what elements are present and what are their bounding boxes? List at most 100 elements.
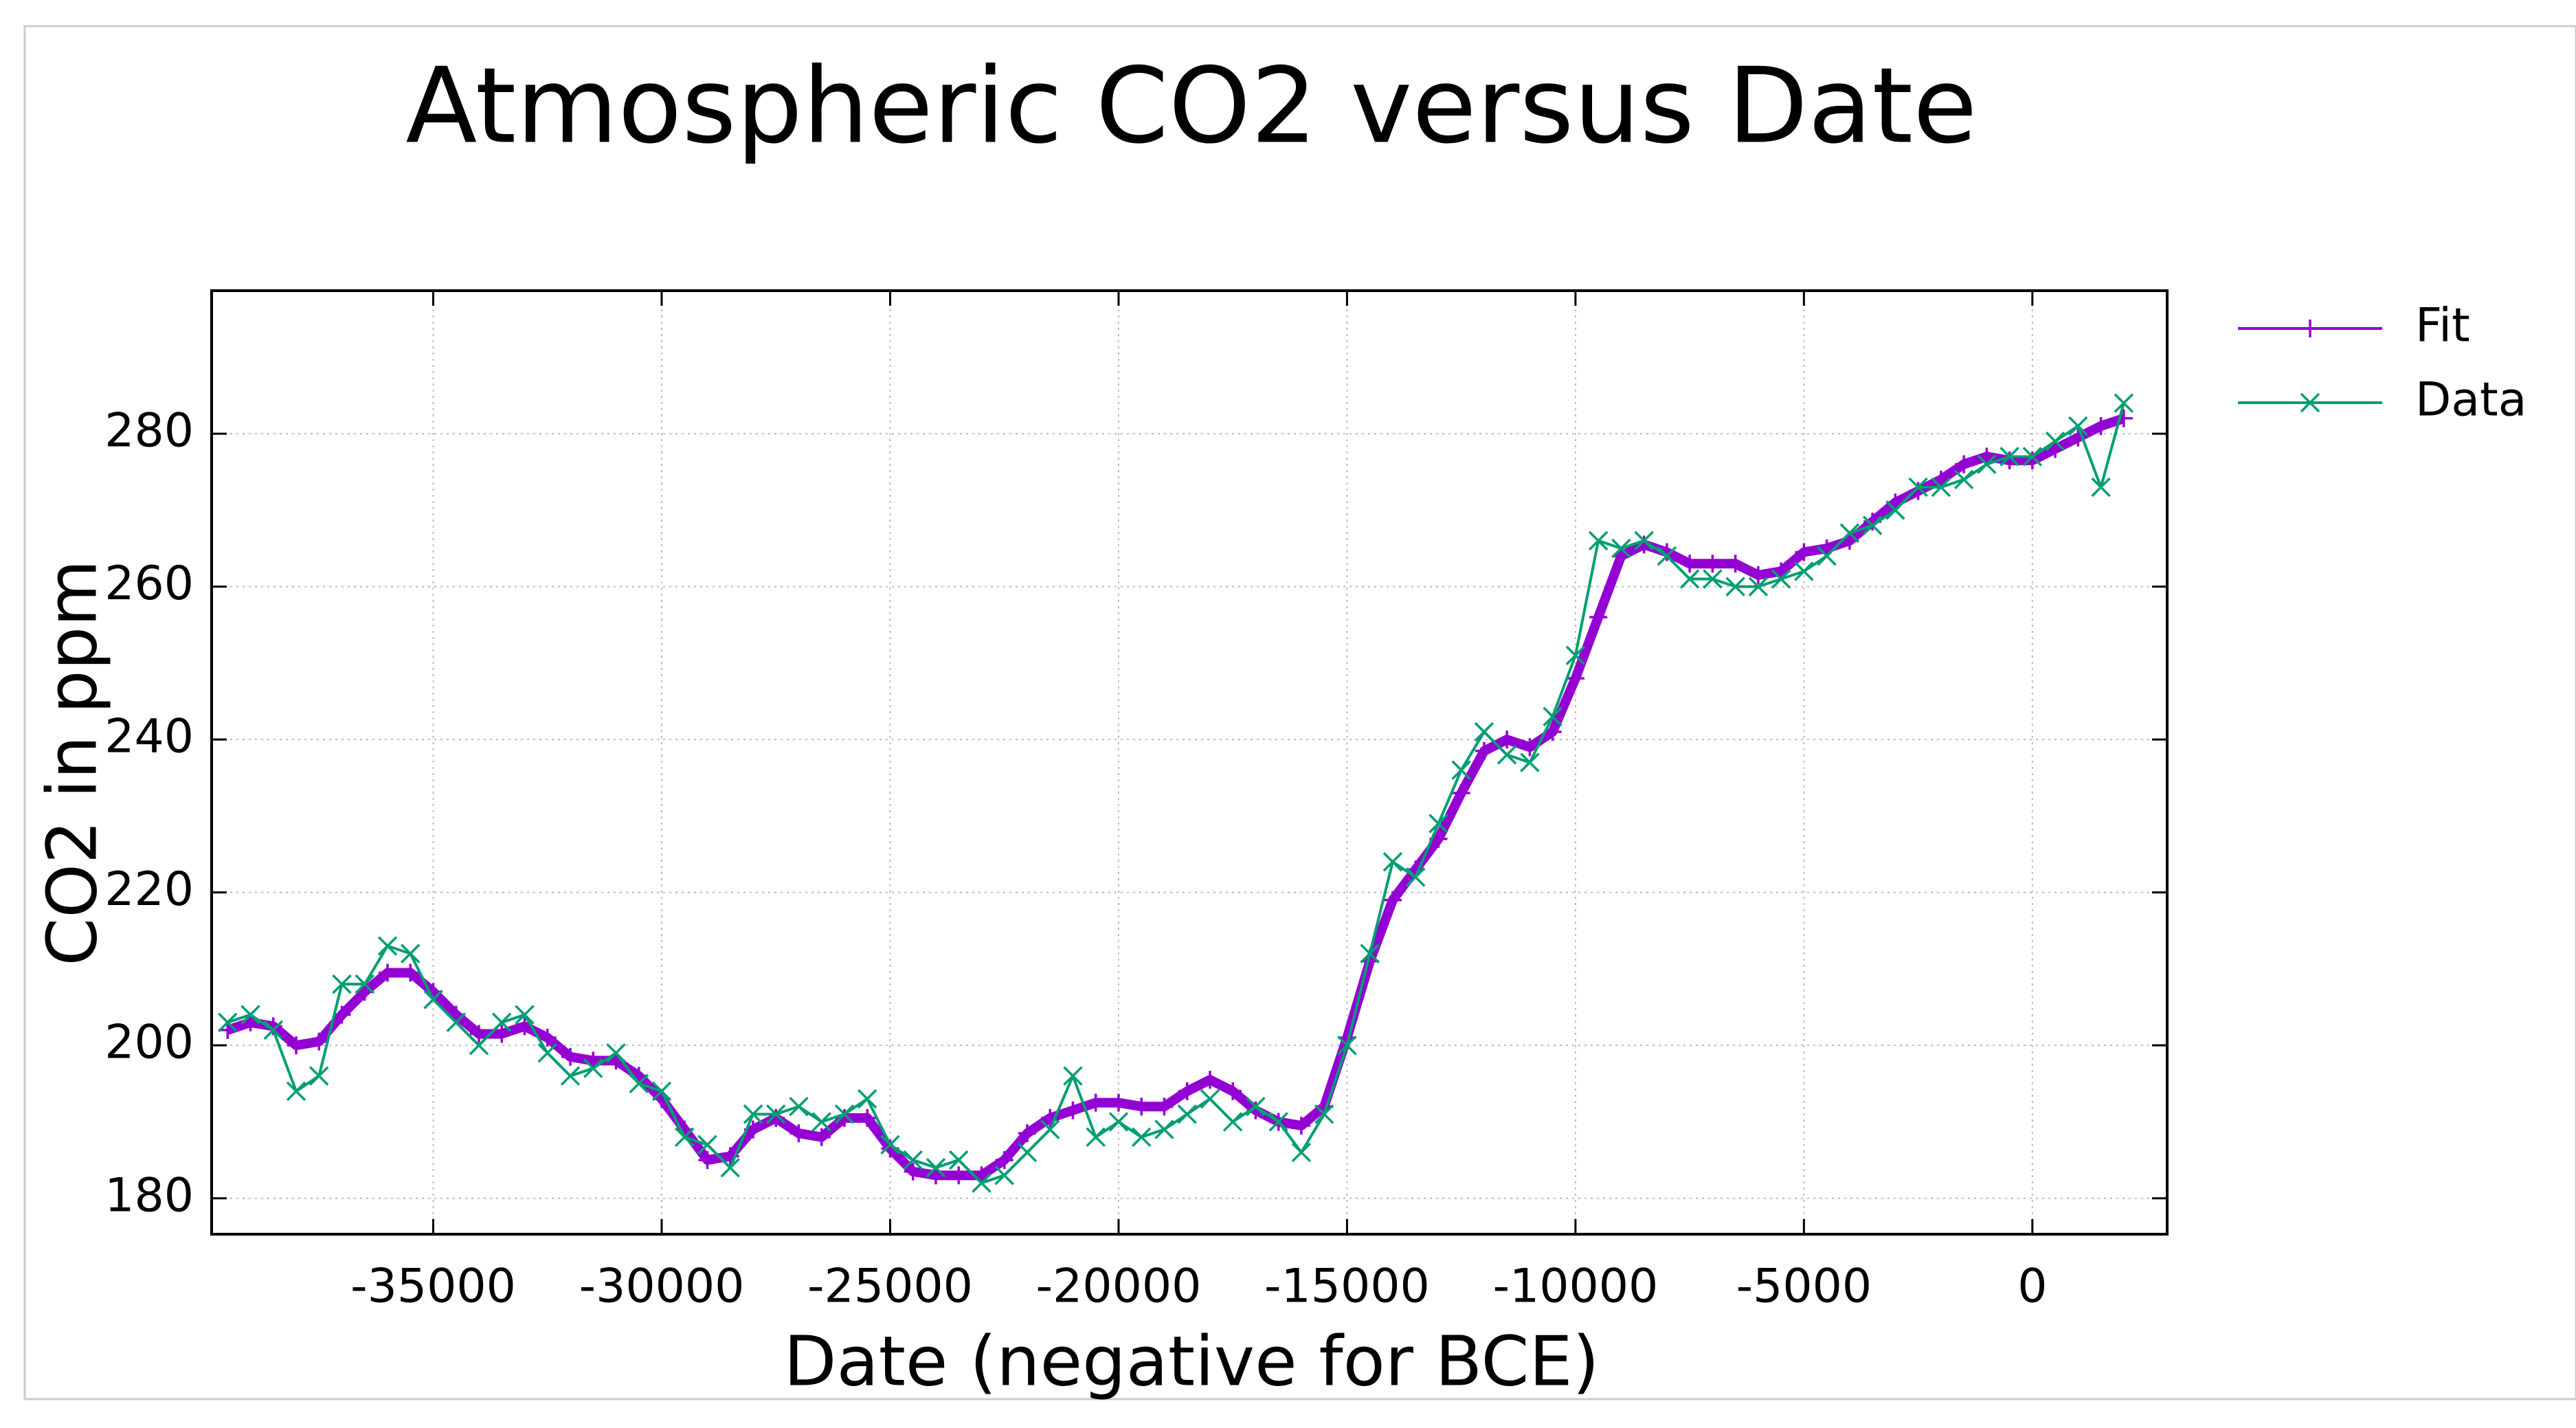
marker [950, 1166, 968, 1185]
marker [2000, 447, 2019, 467]
marker [1452, 784, 1470, 803]
marker [1405, 867, 1426, 887]
legend-label: Data [2415, 373, 2527, 427]
marker [1497, 745, 1517, 765]
y-tick-label: 260 [104, 557, 194, 611]
y-axis-label: CO2 in ppm [32, 559, 112, 966]
marker [492, 1012, 512, 1033]
marker [765, 1104, 786, 1124]
marker [1521, 738, 1539, 757]
marker [948, 1150, 969, 1170]
marker [1224, 1082, 1242, 1100]
series-line [227, 403, 2125, 1185]
marker [1657, 546, 1677, 566]
marker [583, 1058, 603, 1078]
marker [1931, 477, 1951, 498]
marker [1679, 569, 1700, 589]
plot-border [210, 289, 2169, 1236]
marker [2114, 393, 2134, 413]
marker [1451, 760, 1471, 780]
marker [1292, 1117, 1310, 1135]
marker [880, 1135, 900, 1155]
marker [1794, 561, 1814, 581]
marker [811, 1112, 831, 1132]
marker [286, 1081, 306, 1102]
y-tick-label: 220 [104, 862, 194, 917]
marker [332, 974, 352, 994]
marker [401, 944, 421, 963]
marker [538, 1029, 557, 1047]
marker [2045, 431, 2065, 451]
marker [537, 1043, 557, 1063]
marker [377, 936, 398, 956]
marker [767, 1108, 785, 1127]
marker [1064, 1101, 1082, 1119]
marker [561, 1047, 579, 1066]
marker [1955, 455, 1973, 473]
marker [1611, 538, 1631, 559]
marker [1909, 482, 1927, 500]
marker [1703, 555, 1722, 573]
marker [1862, 515, 1883, 535]
marker [698, 1151, 717, 1170]
marker [1429, 814, 1448, 834]
marker [926, 1157, 946, 1178]
marker [994, 1165, 1014, 1185]
marker [1154, 1119, 1174, 1139]
marker [1383, 891, 1402, 909]
marker [2000, 451, 2019, 470]
marker [1314, 1104, 1334, 1124]
marker [1132, 1097, 1151, 1116]
marker [606, 1043, 626, 1063]
marker [1908, 477, 1928, 498]
marker [1109, 1093, 1128, 1112]
marker [493, 1025, 511, 1043]
legend-label: Fit [2415, 299, 2470, 353]
marker [789, 1124, 808, 1143]
marker [1977, 454, 1997, 474]
marker [1086, 1093, 1105, 1112]
marker [1543, 706, 1563, 726]
marker [1108, 1112, 1129, 1132]
marker [469, 1025, 488, 1043]
marker [1018, 1124, 1036, 1143]
marker [1017, 1142, 1038, 1163]
marker [1177, 1104, 1197, 1124]
marker [2023, 451, 2041, 470]
marker [1475, 741, 1493, 760]
marker [469, 1035, 489, 1056]
marker [2092, 416, 2110, 435]
marker [1200, 1089, 1220, 1109]
marker [355, 974, 374, 994]
marker [697, 1135, 717, 1155]
marker [1565, 645, 1586, 665]
marker [2091, 477, 2111, 498]
marker [2068, 416, 2088, 436]
marker [310, 1032, 328, 1051]
marker [263, 1020, 284, 1040]
marker [1178, 1082, 1196, 1100]
marker [1131, 1127, 1152, 1147]
marker [1771, 569, 1791, 589]
marker [560, 1066, 581, 1086]
marker [446, 1012, 466, 1033]
marker [903, 1150, 923, 1170]
marker [423, 990, 443, 1009]
legend-marker [2301, 320, 2319, 337]
x-tick-label: -25000 [807, 1260, 973, 1314]
legend-marker [2300, 392, 2320, 413]
x-tick-label: -5000 [1736, 1260, 1872, 1314]
marker [1749, 566, 1767, 584]
marker [651, 1081, 672, 1102]
marker [904, 1162, 922, 1181]
frame [23, 25, 2576, 1401]
marker [1040, 1119, 1060, 1139]
marker [379, 963, 397, 982]
marker [1817, 546, 1837, 566]
marker [309, 1066, 329, 1086]
x-tick-label: -35000 [350, 1260, 516, 1314]
marker [1726, 555, 1745, 573]
marker [743, 1104, 763, 1124]
marker [1885, 500, 1905, 520]
